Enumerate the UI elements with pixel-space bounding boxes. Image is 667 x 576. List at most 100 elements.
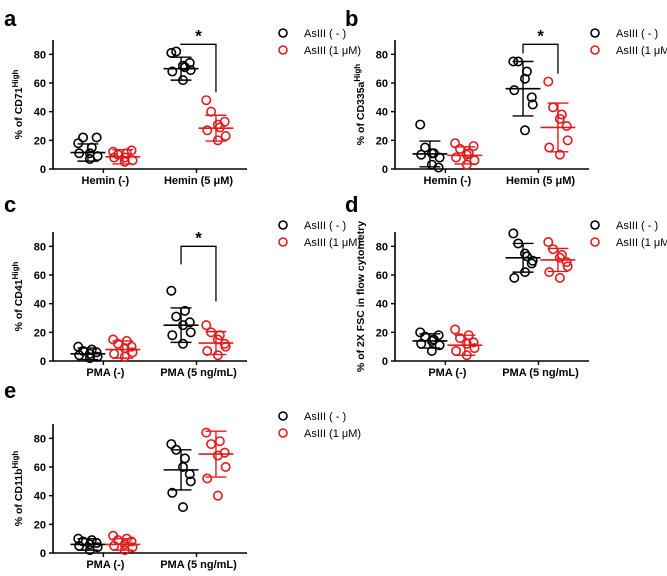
- category-label: Hemin (-): [424, 175, 472, 187]
- y-axis-title: % of CD71High: [11, 70, 25, 140]
- series-control: [70, 46, 199, 164]
- legend-label: AsIII (1 μM): [304, 237, 361, 249]
- data-point: [548, 244, 559, 255]
- data-point: [519, 73, 530, 84]
- data-point: [468, 337, 479, 348]
- y-tick-label: 80: [34, 433, 46, 445]
- data-point: [450, 324, 461, 335]
- y-tick-label: 0: [382, 356, 388, 368]
- y-tick-label: 0: [40, 548, 46, 560]
- y-axis-title-sup: High: [353, 64, 362, 82]
- y-axis-title-text: % of 2X FSC in flow cytometry: [355, 221, 367, 372]
- data-point: [554, 272, 565, 283]
- data-point: [543, 76, 554, 87]
- data-point: [171, 46, 182, 57]
- y-axis-title: % of CD11bHigh: [11, 451, 25, 527]
- y-tick-label: 80: [34, 49, 46, 61]
- legend-marker: [590, 220, 600, 230]
- data-point: [214, 436, 225, 447]
- data-point: [201, 95, 212, 106]
- data-point: [562, 135, 573, 146]
- data-point: [527, 99, 538, 110]
- data-point: [185, 65, 196, 76]
- data-point: [544, 267, 555, 278]
- data-point: [212, 350, 223, 361]
- data-point: [206, 327, 217, 338]
- series-control: [70, 285, 199, 364]
- category-label: PMA (-): [428, 367, 466, 379]
- data-point: [167, 66, 178, 77]
- data-point: [109, 348, 120, 359]
- significance-bracket: [180, 43, 217, 93]
- data-point: [561, 121, 572, 132]
- legend-marker: [278, 220, 288, 230]
- y-tick-label: 60: [34, 270, 46, 282]
- data-point: [219, 116, 230, 127]
- category-label: PMA (-): [86, 559, 124, 571]
- category-label: Hemin (5 μM): [506, 175, 575, 187]
- data-point: [451, 345, 462, 356]
- data-point: [212, 490, 223, 501]
- legend-marker: [278, 411, 288, 421]
- data-point: [212, 135, 223, 146]
- category-label: PMA (5 ng/mL): [160, 367, 237, 379]
- data-point: [562, 261, 573, 272]
- category-label: PMA (5 ng/mL): [160, 559, 237, 571]
- data-point: [415, 119, 426, 130]
- data-point: [185, 476, 196, 487]
- y-tick-label: 40: [34, 107, 46, 119]
- data-point: [544, 142, 555, 153]
- data-point: [519, 125, 530, 136]
- legend-label: AsIII ( - ): [304, 28, 346, 40]
- legend-marker: [590, 45, 600, 55]
- significance-bracket: [180, 245, 217, 302]
- legend-marker: [278, 237, 288, 247]
- y-axis-title-text: % of CD11b: [13, 469, 25, 527]
- data-point: [468, 141, 479, 152]
- legend-label: AsIII ( - ): [616, 28, 658, 40]
- data-point: [433, 162, 444, 173]
- data-point: [561, 257, 572, 268]
- y-tick-label: 0: [40, 164, 46, 176]
- data-point: [526, 258, 537, 269]
- legend-marker: [278, 45, 288, 55]
- panel-c: c 0 20 40 60 80 % of CD41High PMA (-) PMA (5 ng/…: [4, 192, 361, 379]
- data-point: [91, 132, 102, 143]
- data-point: [126, 145, 137, 156]
- data-point: [179, 453, 190, 464]
- data-point: [126, 536, 137, 547]
- y-axis-title-sup: High: [11, 262, 20, 280]
- y-tick-label: 20: [376, 135, 388, 147]
- data-point: [219, 447, 230, 458]
- panel-label: c: [4, 192, 16, 217]
- data-point: [84, 153, 95, 164]
- legend-marker: [278, 28, 288, 38]
- significance-star: *: [195, 26, 202, 45]
- legend-label: AsIII (1 μM): [304, 45, 361, 57]
- data-point: [177, 502, 188, 513]
- data-point: [543, 237, 554, 248]
- data-point: [548, 102, 559, 113]
- data-point: [509, 272, 520, 283]
- y-tick-label: 40: [34, 299, 46, 311]
- y-tick-label: 60: [376, 78, 388, 90]
- data-point: [526, 92, 537, 103]
- category-label: PMA (5 ng/mL): [502, 367, 579, 379]
- series-control: [412, 56, 541, 173]
- significance-star: *: [537, 26, 544, 45]
- significance-star: *: [195, 228, 202, 247]
- data-point: [426, 345, 437, 356]
- data-point: [461, 159, 472, 170]
- y-axis-title: % of CD335aHigh: [353, 64, 367, 145]
- data-point: [78, 132, 89, 143]
- data-point: [201, 427, 212, 438]
- y-tick-label: 20: [34, 135, 46, 147]
- y-tick-label: 40: [34, 491, 46, 503]
- legend-marker: [590, 28, 600, 38]
- data-point: [73, 138, 84, 149]
- panel-label: a: [4, 6, 17, 31]
- panel-label: d: [345, 192, 358, 217]
- series-arsenic: [105, 320, 234, 362]
- data-point: [469, 343, 480, 354]
